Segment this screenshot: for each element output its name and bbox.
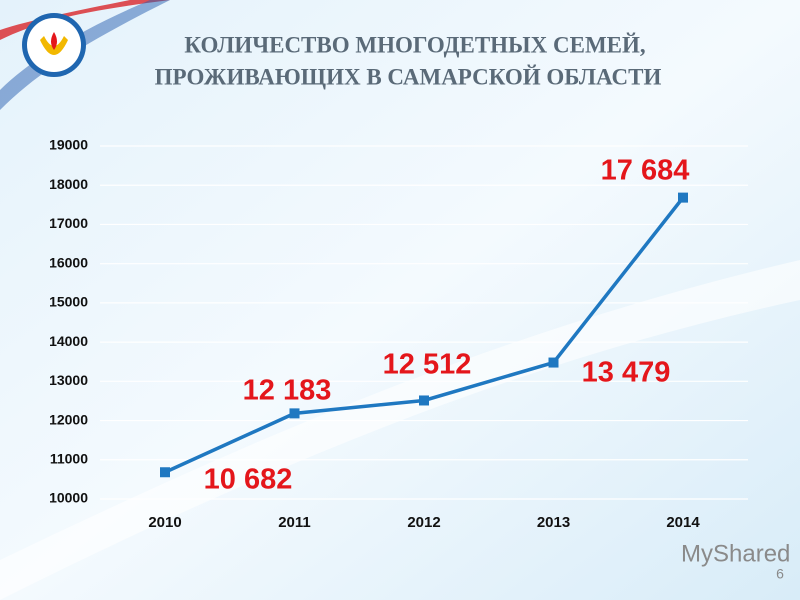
- y-tick-label: 16000: [49, 254, 88, 270]
- y-tick-label: 14000: [49, 333, 88, 349]
- logo: [22, 13, 86, 77]
- y-tick-label: 12000: [49, 411, 88, 427]
- x-tick-label: 2010: [148, 514, 181, 531]
- data-label: 17 684: [601, 155, 690, 187]
- y-tick-label: 10000: [49, 490, 88, 506]
- x-tick-label: 2012: [407, 514, 440, 531]
- data-label: 13 479: [582, 357, 671, 389]
- y-tick-label: 11000: [50, 450, 88, 466]
- plot: 10000 11000 12000 13000 14000 15000 16000 17000…: [49, 137, 748, 531]
- point: [160, 467, 170, 478]
- data-label: 12 183: [243, 375, 332, 407]
- x-tick-label: 2013: [537, 514, 570, 531]
- chart-title: КОЛИЧЕСТВО МНОГОДЕТНЫХ СЕМЕЙ,: [184, 32, 645, 57]
- chart-title: ПРОЖИВАЮЩИХ В САМАРСКОЙ ОБЛАСТИ: [155, 64, 662, 89]
- point: [678, 192, 688, 203]
- slide-number: 6: [776, 566, 784, 582]
- point: [548, 357, 559, 368]
- y-tick-label: 19000: [49, 137, 88, 153]
- y-tick-label: 13000: [49, 372, 88, 388]
- data-label: 12 512: [383, 349, 472, 381]
- point: [289, 408, 300, 419]
- x-tick-label: 2011: [278, 514, 311, 531]
- x-tick-label: 2014: [666, 514, 700, 531]
- watermark: MyShared: [681, 540, 790, 567]
- point: [419, 395, 429, 406]
- decor-swoosh: [0, 260, 800, 600]
- y-tick-label: 17000: [49, 215, 88, 231]
- data-label: 10 682: [204, 464, 293, 496]
- y-tick-label: 18000: [49, 176, 88, 192]
- y-tick-label: 15000: [49, 294, 88, 310]
